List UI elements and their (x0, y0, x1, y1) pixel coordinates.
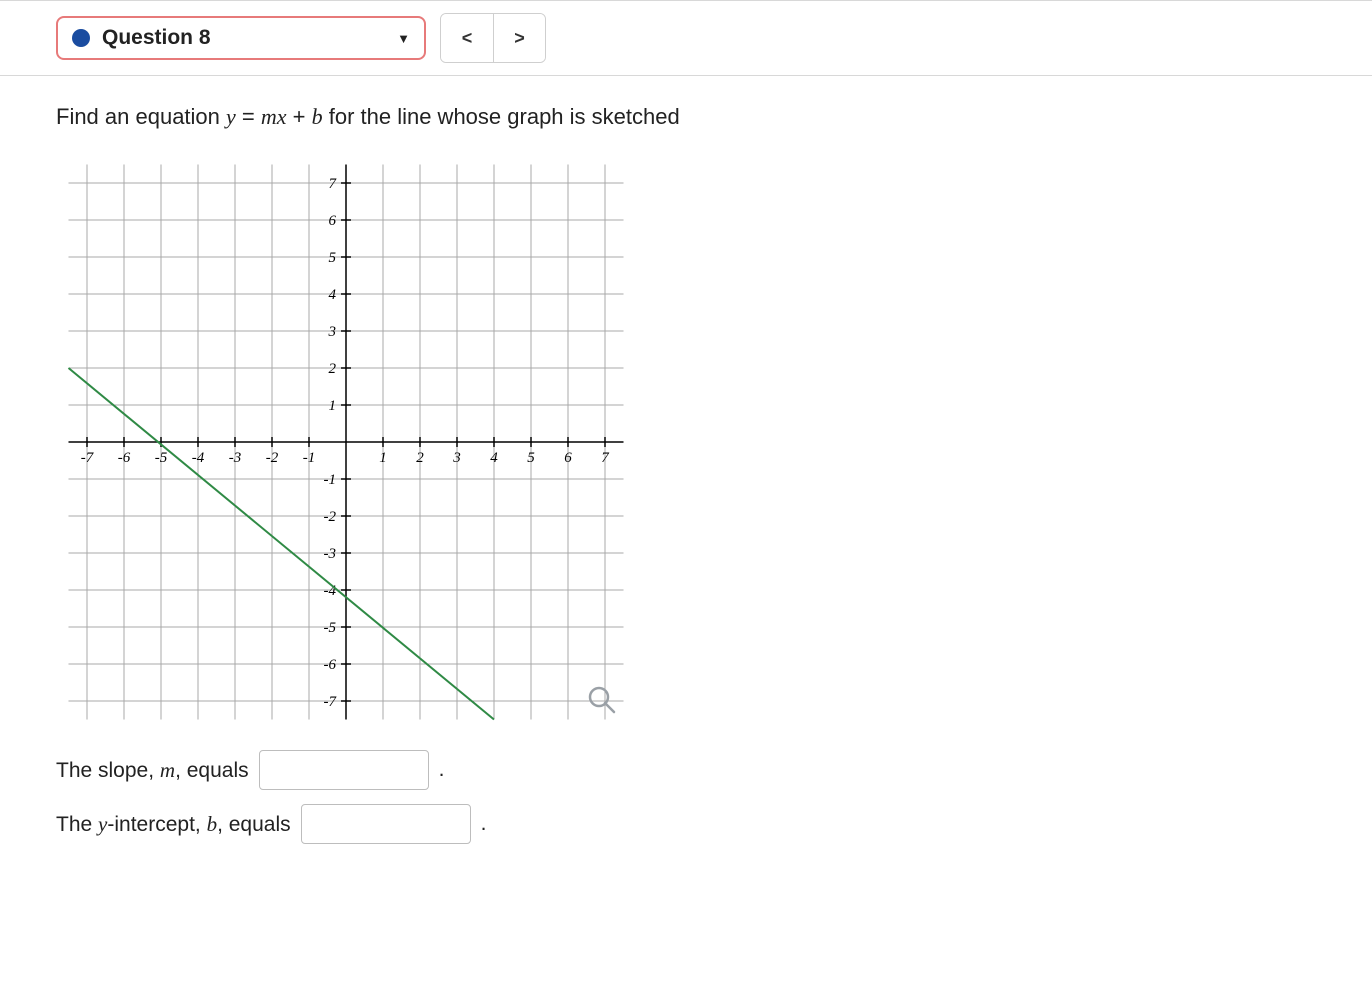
graph-svg: -7-6-5-4-3-2-11234567-7-6-5-4-3-2-112345… (56, 152, 636, 732)
svg-text:1: 1 (379, 450, 387, 466)
slope-row: The slope, m, equals . (56, 750, 1316, 790)
math-b: b (207, 812, 218, 836)
graph: -7-6-5-4-3-2-11234567-7-6-5-4-3-2-112345… (56, 152, 636, 732)
svg-text:6: 6 (564, 450, 572, 466)
svg-text:2: 2 (329, 361, 337, 377)
svg-text:6: 6 (329, 213, 337, 229)
svg-text:-5: -5 (324, 620, 337, 636)
question-toolbar: Question 8 ▼ < > (0, 0, 1372, 76)
math-m: m (160, 758, 175, 782)
svg-text:-6: -6 (324, 657, 337, 673)
svg-text:5: 5 (527, 450, 535, 466)
question-nav: < > (440, 13, 546, 63)
intercept-row: The y-intercept, b, equals . (56, 804, 1316, 844)
next-question-button[interactable]: > (493, 14, 545, 62)
svg-text:-1: -1 (324, 472, 337, 488)
text: , equals (217, 813, 291, 836)
svg-text:2: 2 (416, 450, 424, 466)
chevron-down-icon: ▼ (397, 31, 410, 46)
question-dropdown[interactable]: Question 8 ▼ (56, 16, 426, 60)
status-dot-icon (72, 29, 90, 47)
prev-question-button[interactable]: < (441, 14, 493, 62)
text: The slope, (56, 759, 160, 782)
chevron-left-icon: < (462, 28, 473, 49)
svg-text:-4: -4 (324, 583, 337, 599)
text: , equals (175, 759, 249, 782)
svg-text:4: 4 (329, 287, 337, 303)
svg-text:-3: -3 (229, 450, 242, 466)
svg-text:4: 4 (490, 450, 498, 466)
prompt-text: Find an equation (56, 104, 226, 129)
math-b: b (312, 104, 323, 129)
svg-text:3: 3 (328, 324, 337, 340)
period: . (481, 812, 487, 836)
chevron-right-icon: > (514, 28, 525, 49)
slope-input[interactable] (259, 750, 429, 790)
math-plus: + (287, 104, 312, 129)
intercept-label: The y-intercept, b, equals (56, 812, 291, 837)
question-prompt: Find an equation y = mx + b for the line… (56, 104, 1316, 130)
svg-text:5: 5 (329, 250, 337, 266)
svg-text:-6: -6 (118, 450, 131, 466)
math-x: x (277, 104, 287, 129)
intercept-input[interactable] (301, 804, 471, 844)
slope-label: The slope, m, equals (56, 758, 249, 783)
text: The (56, 813, 98, 836)
question-label: Question 8 (102, 26, 211, 50)
math-m: m (261, 104, 277, 129)
svg-text:3: 3 (452, 450, 461, 466)
svg-text:-1: -1 (303, 450, 316, 466)
svg-text:-7: -7 (324, 694, 338, 710)
svg-text:-7: -7 (81, 450, 95, 466)
svg-text:-2: -2 (266, 450, 279, 466)
answer-area: The slope, m, equals . The y-intercept, … (56, 750, 1316, 844)
svg-text:-3: -3 (324, 546, 337, 562)
svg-text:-5: -5 (155, 450, 168, 466)
question-content: Find an equation y = mx + b for the line… (0, 76, 1372, 898)
svg-text:1: 1 (329, 398, 337, 414)
text: -intercept, (107, 813, 206, 836)
math-equals: = (236, 104, 261, 129)
svg-text:-4: -4 (192, 450, 205, 466)
period: . (439, 758, 445, 782)
prompt-text-end: for the line whose graph is sketched (323, 104, 680, 129)
svg-text:-2: -2 (324, 509, 337, 525)
math-y: y (98, 812, 107, 836)
math-y: y (226, 104, 236, 129)
